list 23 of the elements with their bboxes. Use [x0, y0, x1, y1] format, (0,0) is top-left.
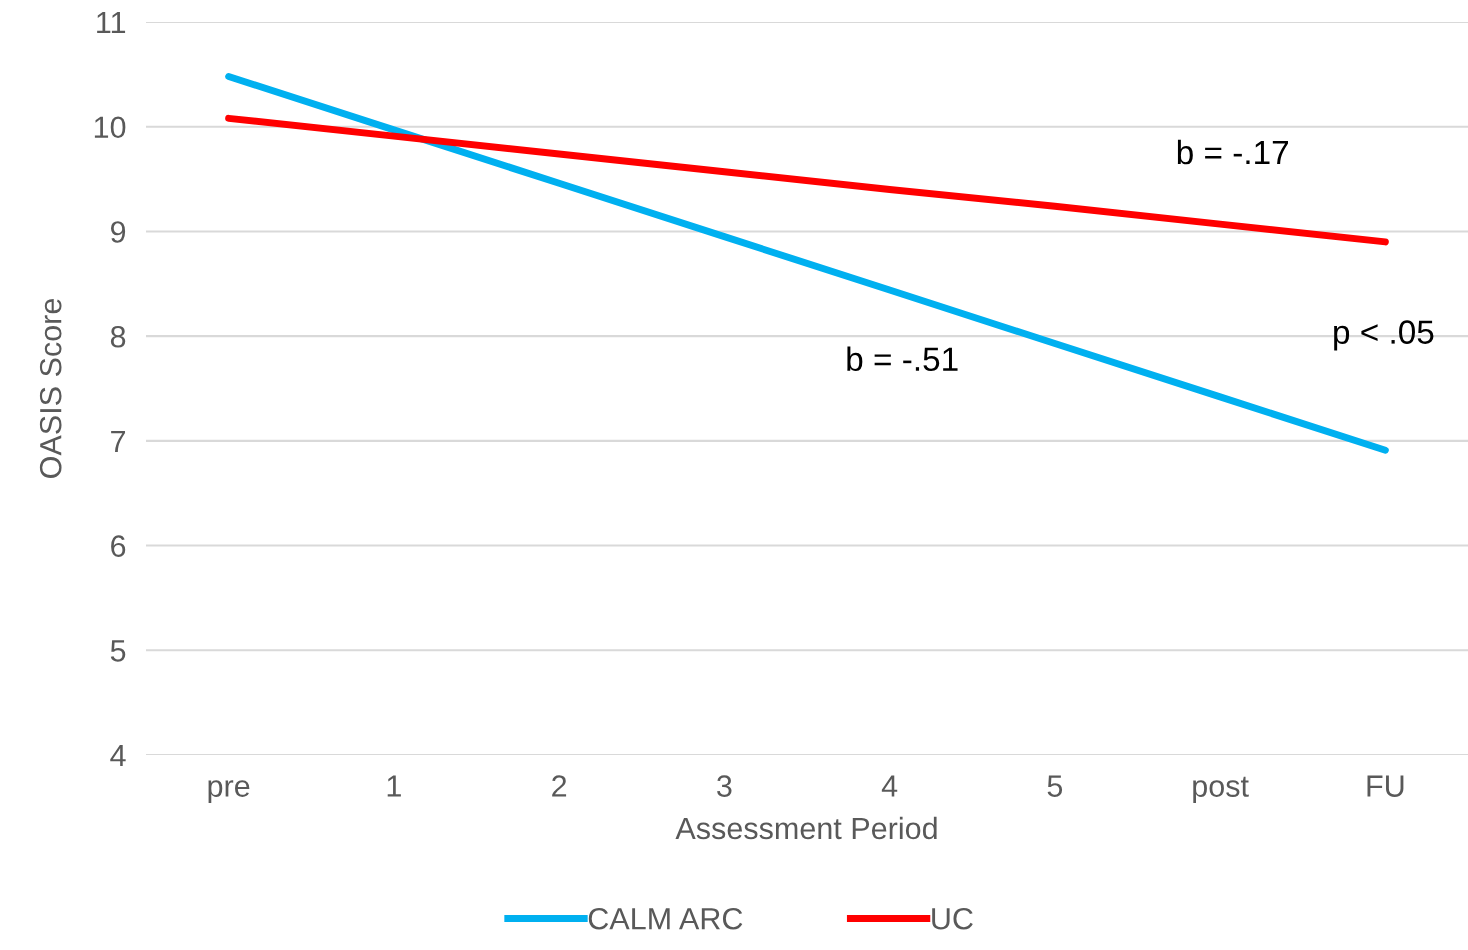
y-tick-label: 7: [111, 430, 126, 452]
y-tick-label: 6: [111, 535, 126, 557]
y-tick-label: 5: [110, 640, 126, 662]
y-tick-label: 4: [110, 745, 126, 767]
annotation: b = -.17: [1177, 139, 1288, 165]
y-axis-title: OASIS Score: [39, 299, 62, 478]
y-tick-label: 10: [94, 116, 126, 139]
y-tick-label: 9: [111, 221, 126, 243]
x-tick-label: FU: [1367, 775, 1404, 797]
x-tick-label: 3: [717, 775, 732, 797]
annotation: p < .05: [1334, 320, 1434, 351]
x-tick-label: post: [1193, 776, 1249, 803]
y-tick-label: 11: [97, 12, 126, 34]
x-tick-label: 1: [387, 775, 401, 797]
annotation: b = -.51: [847, 346, 958, 372]
x-tick-label: 4: [881, 775, 898, 797]
legend-label: CALM ARC: [588, 907, 743, 930]
x-tick-label: 2: [552, 775, 567, 797]
y-tick-label: 8: [110, 325, 126, 348]
x-tick-label: 5: [1047, 775, 1063, 797]
legend-label: UC: [932, 907, 973, 930]
x-tick-label: pre: [208, 780, 250, 803]
x-axis-title: Assessment Period: [675, 816, 937, 840]
